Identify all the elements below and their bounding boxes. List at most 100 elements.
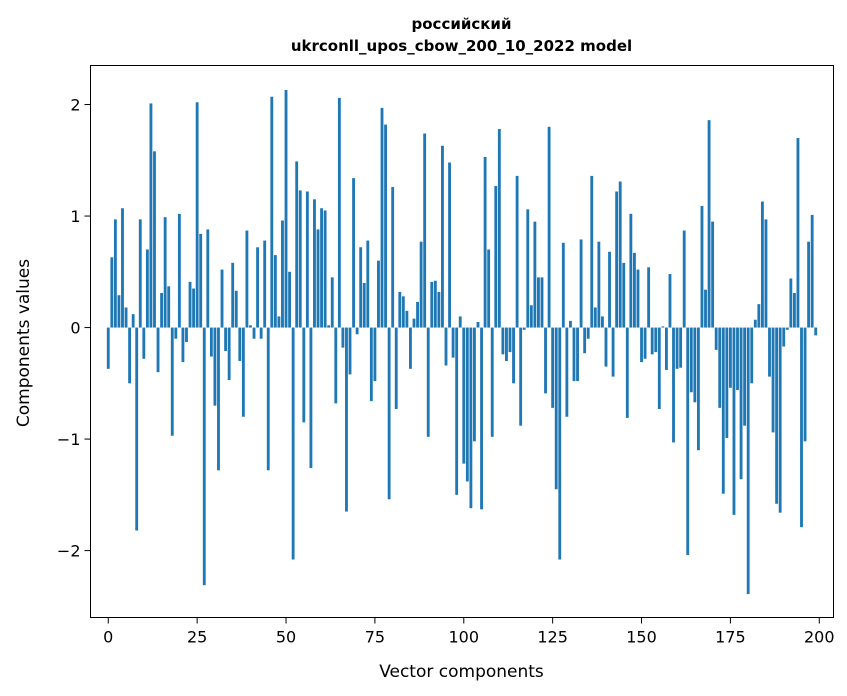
bar (622, 262, 626, 328)
bar (234, 290, 238, 328)
bar (185, 327, 188, 343)
bar (295, 161, 299, 328)
bar (213, 327, 217, 406)
bar (437, 291, 441, 328)
bar (526, 209, 530, 328)
bar (391, 187, 395, 328)
bar (721, 327, 725, 494)
bar (135, 327, 139, 531)
bar (334, 327, 338, 404)
bar (551, 327, 555, 408)
y-tick-label: 2 (70, 96, 80, 115)
bar (444, 327, 448, 366)
bar (810, 214, 814, 328)
bar (252, 327, 256, 339)
bar (419, 241, 423, 328)
bar (398, 291, 402, 328)
bar (593, 307, 597, 328)
bar (800, 327, 803, 528)
bar (416, 301, 419, 328)
bar (501, 327, 505, 355)
bar (664, 327, 668, 370)
bar (657, 327, 661, 409)
bar (455, 327, 459, 495)
bar (686, 327, 690, 556)
bar (409, 327, 412, 369)
bar (782, 327, 786, 347)
bar (533, 221, 537, 328)
bar (633, 252, 636, 328)
bar (231, 262, 235, 328)
chart-title-line1: российский (412, 15, 512, 33)
y-axis-label: Components values (14, 259, 34, 427)
bar (249, 325, 252, 328)
bar (650, 327, 654, 355)
bar (746, 327, 750, 595)
bar (270, 96, 274, 328)
bar (174, 327, 178, 339)
bar (569, 320, 572, 328)
bar (515, 175, 519, 328)
bar (561, 242, 565, 328)
bar (465, 327, 469, 482)
bar (668, 274, 672, 328)
bar (483, 156, 487, 328)
bar (145, 249, 149, 328)
bar (576, 327, 579, 382)
bar (426, 327, 430, 437)
bar (405, 310, 409, 328)
bar (718, 327, 722, 408)
bar (540, 277, 544, 328)
bar (647, 267, 651, 328)
bar (117, 295, 121, 328)
plot-frame (90, 65, 834, 618)
bar (707, 120, 711, 328)
bar (227, 327, 231, 380)
bar (206, 229, 210, 328)
bar (689, 327, 693, 393)
bar (583, 327, 587, 354)
bar (167, 286, 171, 328)
bar (355, 327, 359, 335)
bar (451, 327, 455, 358)
bar (789, 278, 793, 328)
bar (394, 327, 398, 409)
bar (170, 327, 174, 436)
bar (384, 124, 387, 328)
bar (277, 316, 281, 328)
bar (245, 230, 249, 328)
bar (345, 327, 348, 512)
bar (554, 327, 558, 490)
bar (181, 327, 185, 363)
bar (263, 240, 267, 328)
bar (814, 327, 818, 336)
bar (309, 327, 313, 469)
bar (739, 327, 743, 480)
bar (448, 162, 451, 328)
bar (529, 305, 533, 328)
bar (743, 327, 747, 426)
bar (757, 304, 761, 328)
bar (615, 191, 619, 328)
bar (366, 240, 370, 328)
bar (675, 327, 679, 369)
bar (377, 260, 380, 328)
bar (519, 327, 523, 426)
bar (608, 251, 611, 328)
bar (387, 327, 391, 500)
bar (725, 327, 729, 438)
bar (505, 327, 508, 362)
bar (316, 229, 320, 328)
bar (753, 319, 757, 328)
bar (156, 327, 160, 373)
bar (572, 327, 576, 382)
bar (369, 327, 373, 402)
bar (256, 247, 259, 328)
bar (177, 213, 181, 328)
bar (113, 219, 117, 328)
bar (778, 327, 782, 513)
y-tick-label: −1 (57, 430, 81, 449)
x-tick-label: 100 (449, 628, 480, 647)
bar (728, 327, 732, 388)
